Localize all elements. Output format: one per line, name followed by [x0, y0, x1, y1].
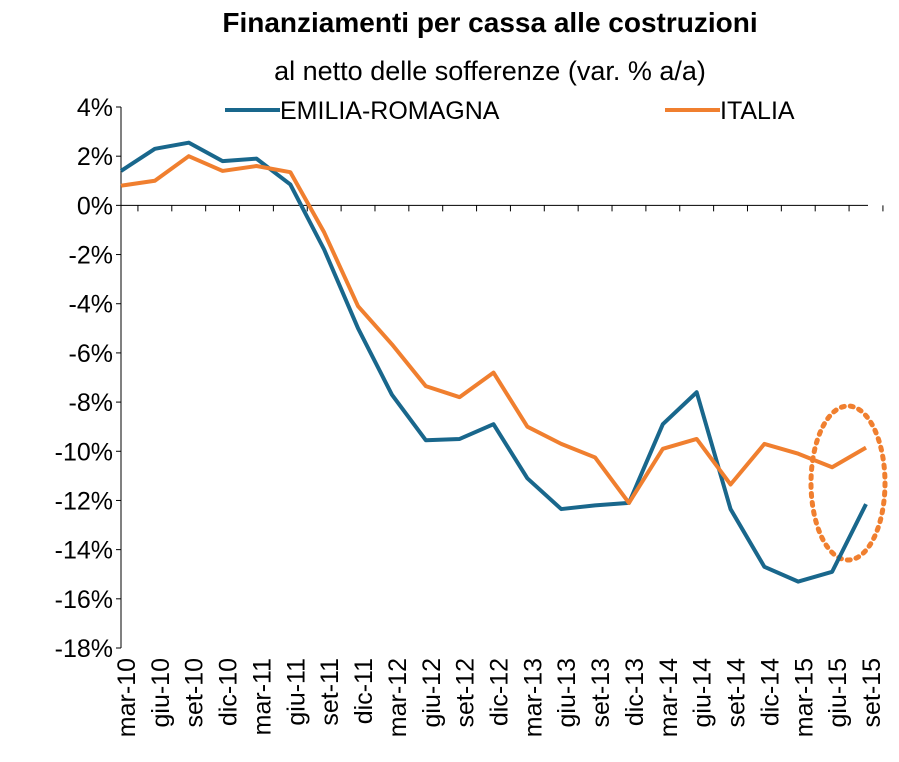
x-tick-label: giu-15	[824, 658, 852, 728]
x-tick-label: set-15	[858, 658, 886, 727]
chart-title: Finanziamenti per cassa alle costruzioni	[222, 7, 757, 38]
legend-label: ITALIA	[720, 97, 795, 125]
series-line	[120, 154, 868, 505]
x-tick-label: giu-13	[553, 658, 581, 728]
y-tick-label: -4%	[69, 291, 113, 319]
y-tick-label: -2%	[69, 242, 113, 270]
y-tick-label: -16%	[55, 586, 113, 614]
x-tick-label: mar-11	[248, 658, 276, 735]
legend-label: EMILIA-ROMAGNA	[280, 97, 500, 125]
x-tick-label: dic-13	[621, 658, 649, 726]
x-tick-label: mar-15	[790, 658, 818, 737]
x-tick-label: set-12	[452, 658, 480, 727]
x-tick-label: giu-14	[689, 658, 717, 728]
y-tick-label: -18%	[55, 635, 113, 663]
x-tick-label: dic-10	[215, 658, 243, 726]
x-tick-label: mar-13	[519, 658, 547, 737]
y-tick-label: -14%	[55, 537, 113, 565]
y-tick-label: -10%	[55, 438, 113, 466]
x-tick-label: set-13	[587, 658, 615, 727]
x-tick-label: giu-11	[282, 658, 310, 726]
highlight-ellipse	[808, 403, 888, 563]
y-tick-label: -12%	[55, 487, 113, 515]
x-tick-label: dic-12	[486, 658, 514, 726]
x-tick-label: set-10	[181, 658, 209, 727]
x-tick-label: giu-12	[418, 658, 446, 728]
y-tick-label: 2%	[77, 143, 113, 171]
x-tick-label: mar-14	[655, 658, 683, 737]
x-tick-label: giu-10	[147, 658, 175, 728]
x-tick-label: set-11	[316, 658, 344, 726]
x-tick-label: mar-12	[384, 658, 412, 737]
y-tick-label: 0%	[77, 192, 113, 220]
chart-subtitle: al netto delle sofferenze (var. % a/a)	[274, 56, 706, 86]
x-tick-label: set-14	[723, 658, 751, 728]
y-tick-label: 4%	[77, 94, 113, 122]
x-tick-label: mar-10	[113, 658, 141, 737]
y-tick-label: -6%	[69, 340, 113, 368]
x-tick-label: dic-11	[350, 658, 378, 724]
series-line	[119, 140, 868, 584]
y-tick-label: -8%	[69, 389, 113, 417]
x-tick-label: dic-14	[756, 658, 784, 726]
